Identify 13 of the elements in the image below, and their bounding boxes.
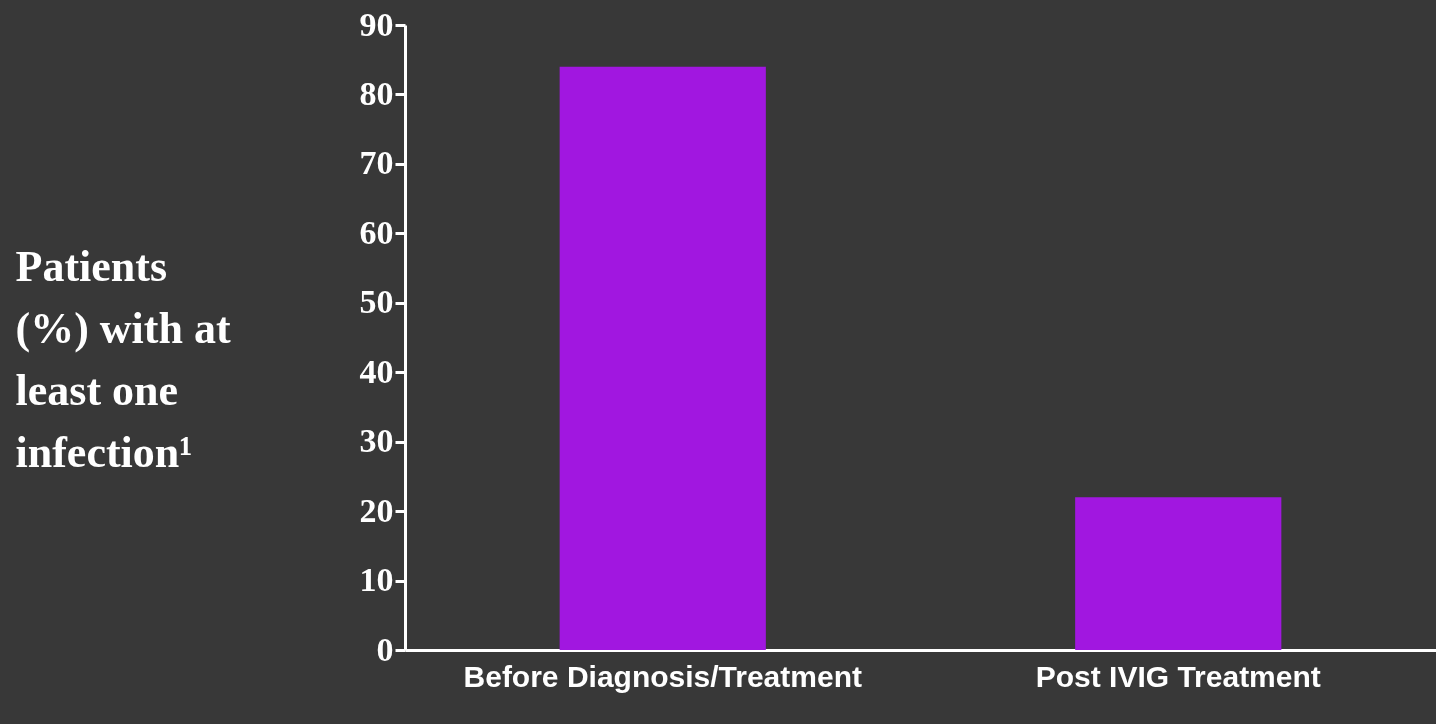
y-tick-label: 0 xyxy=(376,630,394,668)
x-tick-label: Post IVIG Treatment xyxy=(1035,659,1321,693)
y-axis-title: Patients (%) with at least one infection¹ xyxy=(15,241,231,477)
y-tick-label: 50 xyxy=(359,283,394,321)
y-tick-label: 70 xyxy=(359,144,394,182)
y-tick-label: 30 xyxy=(359,422,394,460)
y-tick-label: 90 xyxy=(359,5,394,43)
y-tick-label: 60 xyxy=(359,213,394,251)
y-tick-label: 40 xyxy=(359,352,394,390)
y-tick-label: 20 xyxy=(359,491,394,529)
y-tick-label: 10 xyxy=(359,561,394,599)
y-tick-label: 80 xyxy=(359,74,394,112)
x-tick-label: Before Diagnosis/Treatment xyxy=(463,659,862,693)
